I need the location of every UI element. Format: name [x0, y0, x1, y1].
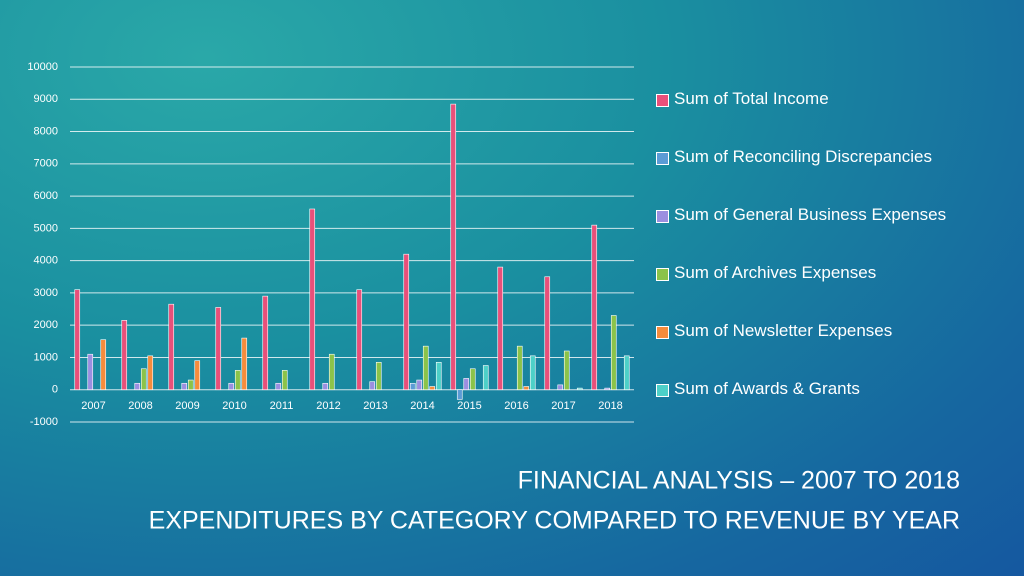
bar: [422, 345, 429, 391]
x-tick-label: 2017: [551, 400, 575, 412]
legend-label: Sum of Total Income: [674, 89, 829, 108]
legend-label: Sum of Awards & Grants: [674, 379, 860, 398]
x-tick-label: 2012: [316, 400, 340, 412]
chart-subtitle: EXPENDITURES BY CATEGORY COMPARED TO REV…: [149, 507, 960, 535]
legend-item: Sum of Awards & Grants: [656, 376, 976, 402]
y-tick-label: 0: [52, 384, 58, 396]
legend-item: Sum of Total Income: [656, 86, 976, 112]
y-tick-label: 9000: [34, 93, 58, 105]
y-tick-label: 4000: [34, 255, 58, 267]
bar: [604, 387, 611, 391]
bar: [557, 384, 564, 391]
x-tick-label: 2008: [128, 400, 152, 412]
bar: [309, 208, 316, 391]
bar: [497, 266, 504, 391]
bar: [375, 361, 382, 391]
y-tick-label: 3000: [34, 287, 58, 299]
bar: [403, 253, 410, 391]
bar: [576, 387, 583, 391]
bar: [469, 368, 476, 391]
y-tick-label: 6000: [34, 190, 58, 202]
x-tick-label: 2014: [410, 400, 434, 412]
bar: [369, 381, 376, 391]
legend-label: Sum of Reconciling Discrepancies: [674, 147, 932, 166]
legend-item: Sum of General Business Expenses: [656, 202, 976, 228]
bar: [281, 370, 288, 391]
bar: [121, 320, 128, 391]
bar: [187, 379, 194, 391]
x-tick-label: 2011: [270, 400, 294, 412]
bar: [74, 289, 81, 391]
x-tick-label: 2010: [222, 400, 246, 412]
bar: [416, 379, 423, 391]
x-tick-label: 2013: [363, 400, 387, 412]
bar: [262, 295, 269, 391]
bar: [181, 382, 188, 391]
x-tick-label: 2007: [81, 400, 105, 412]
bar: [194, 360, 201, 391]
bar: [482, 365, 489, 391]
legend-item: Sum of Archives Expenses: [656, 260, 976, 286]
legend-label: Sum of Archives Expenses: [674, 263, 877, 282]
bar: [563, 350, 570, 391]
bar: [623, 355, 630, 391]
bar: [140, 368, 147, 391]
bar: [134, 382, 141, 391]
legend-swatch: [656, 384, 669, 397]
bar: [275, 382, 282, 391]
legend-swatch: [656, 326, 669, 339]
bar: [356, 289, 363, 391]
x-tick-label: 2018: [598, 400, 622, 412]
bar: [228, 382, 235, 391]
bar: [429, 386, 436, 391]
bar: [435, 361, 442, 391]
x-tick-label: 2015: [457, 400, 481, 412]
y-tick-label: 1000: [34, 351, 58, 363]
legend-item: Sum of Reconciling Discrepancies: [656, 144, 976, 170]
x-tick-label: 2016: [504, 400, 528, 412]
bar: [463, 378, 470, 391]
bar: [456, 389, 463, 400]
y-tick-label: 8000: [34, 125, 58, 137]
bar: [100, 339, 107, 391]
x-tick-label: 2009: [175, 400, 199, 412]
y-tick-label: 2000: [34, 319, 58, 331]
bar: [544, 276, 551, 391]
legend-label: Sum of General Business Expenses: [674, 205, 947, 224]
bar: [529, 355, 536, 391]
bar: [168, 303, 175, 391]
legend-swatch: [656, 94, 669, 107]
bar: [215, 307, 222, 391]
legend-label: Sum of Newsletter Expenses: [674, 321, 893, 340]
bar: [147, 355, 154, 391]
bar: [241, 337, 248, 391]
bar: [409, 382, 416, 391]
legend-swatch: [656, 152, 669, 165]
bar: [87, 353, 94, 391]
bar: [328, 353, 335, 391]
chart-title: FINANCIAL ANALYSIS – 2007 TO 2018: [518, 467, 960, 495]
bar: [610, 315, 617, 391]
y-tick-label: 10000: [27, 61, 58, 73]
y-tick-label: 7000: [34, 158, 58, 170]
bar: [450, 103, 457, 391]
y-tick-label: -1000: [30, 416, 58, 428]
legend-swatch: [656, 268, 669, 281]
bar: [523, 386, 530, 391]
bar: [516, 345, 523, 391]
legend-swatch: [656, 210, 669, 223]
legend-item: Sum of Newsletter Expenses: [656, 318, 976, 344]
bar: [322, 382, 329, 391]
bar: [591, 224, 598, 391]
y-tick-label: 5000: [34, 222, 58, 234]
bar: [234, 370, 241, 391]
